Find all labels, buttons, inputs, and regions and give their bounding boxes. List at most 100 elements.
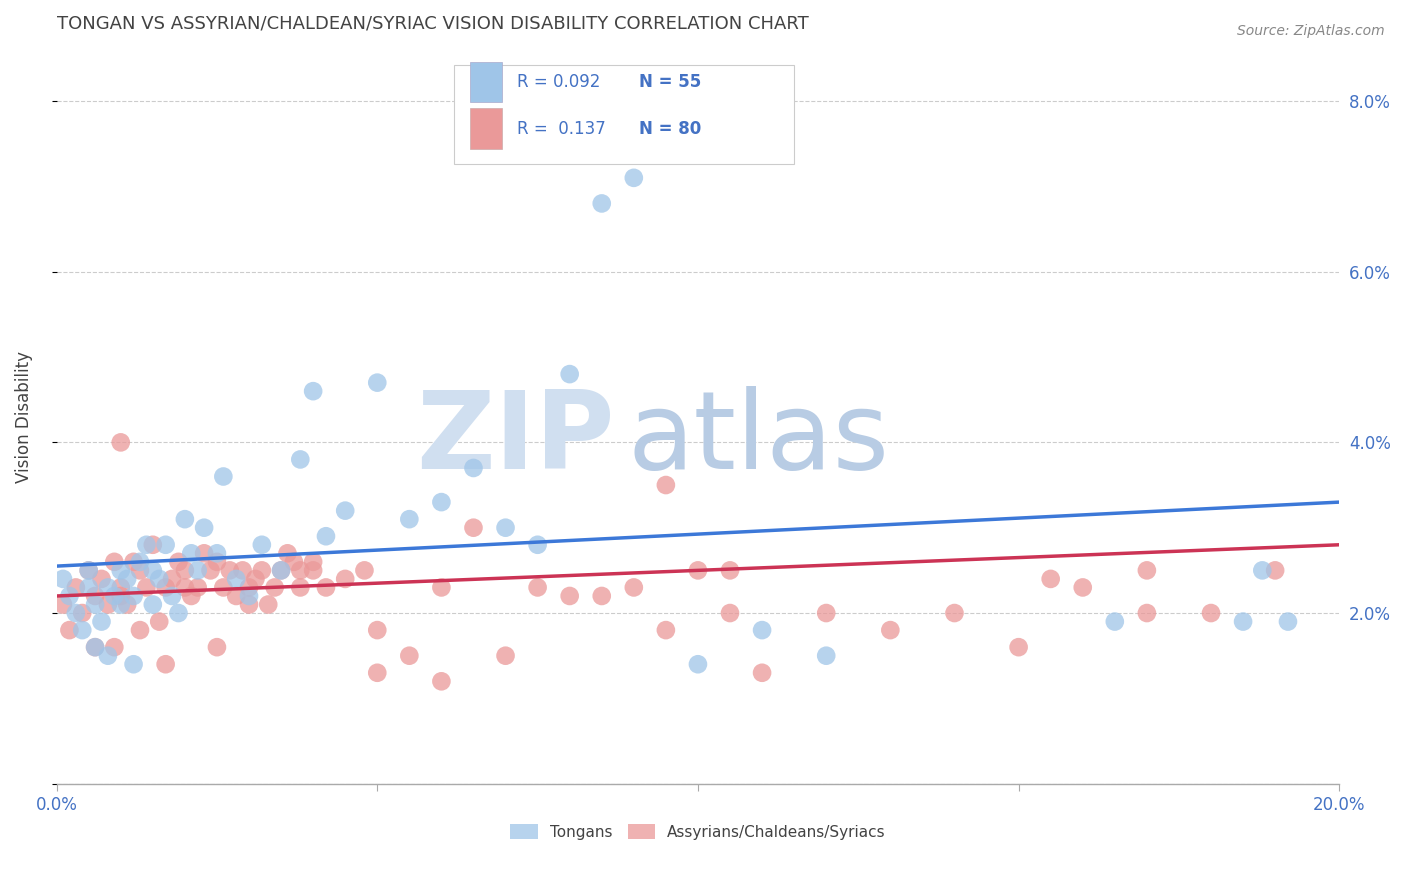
Point (463, 461, 485, 475)
Point (302, 555, 325, 569)
Point (315, 529, 337, 543)
Point (173, 512, 195, 526)
Point (148, 615, 170, 629)
Point (1232, 615, 1254, 629)
Point (398, 648, 420, 663)
Point (257, 598, 280, 612)
Text: R = 0.092: R = 0.092 (517, 73, 600, 91)
Point (623, 581, 645, 595)
Point (97, 598, 120, 612)
Point (148, 572, 170, 586)
Point (110, 563, 132, 577)
Point (97, 581, 120, 595)
Point (167, 606, 190, 620)
Point (430, 581, 453, 595)
Point (173, 563, 195, 577)
Text: ZIP: ZIP (416, 385, 614, 491)
Point (526, 538, 548, 552)
Point (751, 623, 773, 637)
Point (366, 623, 388, 637)
Point (129, 563, 152, 577)
Point (77, 581, 100, 595)
Point (65, 606, 87, 620)
Point (283, 555, 305, 569)
Point (200, 563, 222, 577)
Point (122, 657, 145, 672)
Point (122, 589, 145, 603)
Point (103, 555, 125, 569)
Point (623, 170, 645, 185)
Point (302, 384, 325, 399)
Point (238, 581, 260, 595)
Point (250, 563, 273, 577)
Point (52, 572, 75, 586)
Text: Source: ZipAtlas.com: Source: ZipAtlas.com (1237, 24, 1385, 38)
Point (718, 563, 741, 577)
Point (879, 623, 901, 637)
Point (84, 640, 107, 655)
Point (1264, 563, 1286, 577)
Point (815, 648, 838, 663)
Point (97, 648, 120, 663)
Legend: Tongans, Assyrians/Chaldeans/Syriacs: Tongans, Assyrians/Chaldeans/Syriacs (503, 818, 891, 846)
Point (180, 546, 202, 560)
Point (135, 538, 157, 552)
Point (238, 589, 260, 603)
Point (142, 538, 165, 552)
Point (218, 563, 240, 577)
Point (270, 563, 292, 577)
Point (77, 563, 100, 577)
Point (751, 665, 773, 680)
Point (205, 640, 228, 655)
Point (58, 589, 80, 603)
Point (110, 589, 132, 603)
Text: TONGAN VS ASSYRIAN/CHALDEAN/SYRIAC VISION DISABILITY CORRELATION CHART: TONGAN VS ASSYRIAN/CHALDEAN/SYRIAC VISIO… (56, 15, 808, 33)
Point (135, 581, 157, 595)
Point (103, 640, 125, 655)
FancyBboxPatch shape (470, 108, 502, 149)
Point (315, 581, 337, 595)
Point (173, 581, 195, 595)
Point (65, 581, 87, 595)
Point (52, 598, 75, 612)
Point (718, 606, 741, 620)
Text: R =  0.137: R = 0.137 (517, 120, 606, 137)
Point (193, 521, 215, 535)
Point (335, 503, 357, 517)
Point (558, 367, 581, 381)
Point (250, 538, 273, 552)
Point (245, 572, 267, 586)
Point (225, 572, 247, 586)
Point (84, 640, 107, 655)
Point (263, 581, 285, 595)
Point (430, 674, 453, 689)
Point (276, 546, 298, 560)
Point (1136, 606, 1159, 620)
Point (558, 589, 581, 603)
Point (686, 657, 709, 672)
Point (160, 572, 183, 586)
Point (686, 563, 709, 577)
FancyBboxPatch shape (454, 64, 794, 163)
Point (225, 589, 247, 603)
Point (90, 615, 112, 629)
Point (115, 598, 138, 612)
Point (84, 598, 107, 612)
Point (398, 512, 420, 526)
Point (495, 521, 517, 535)
Point (290, 563, 312, 577)
FancyBboxPatch shape (470, 62, 502, 103)
Point (430, 495, 453, 509)
Point (1199, 606, 1222, 620)
Point (495, 648, 517, 663)
Point (238, 598, 260, 612)
Point (1104, 615, 1126, 629)
Point (122, 555, 145, 569)
Point (232, 563, 254, 577)
Point (142, 563, 165, 577)
Y-axis label: Vision Disability: Vision Disability (15, 351, 32, 483)
Point (110, 435, 132, 450)
Point (212, 581, 235, 595)
Point (155, 538, 177, 552)
Point (353, 563, 375, 577)
